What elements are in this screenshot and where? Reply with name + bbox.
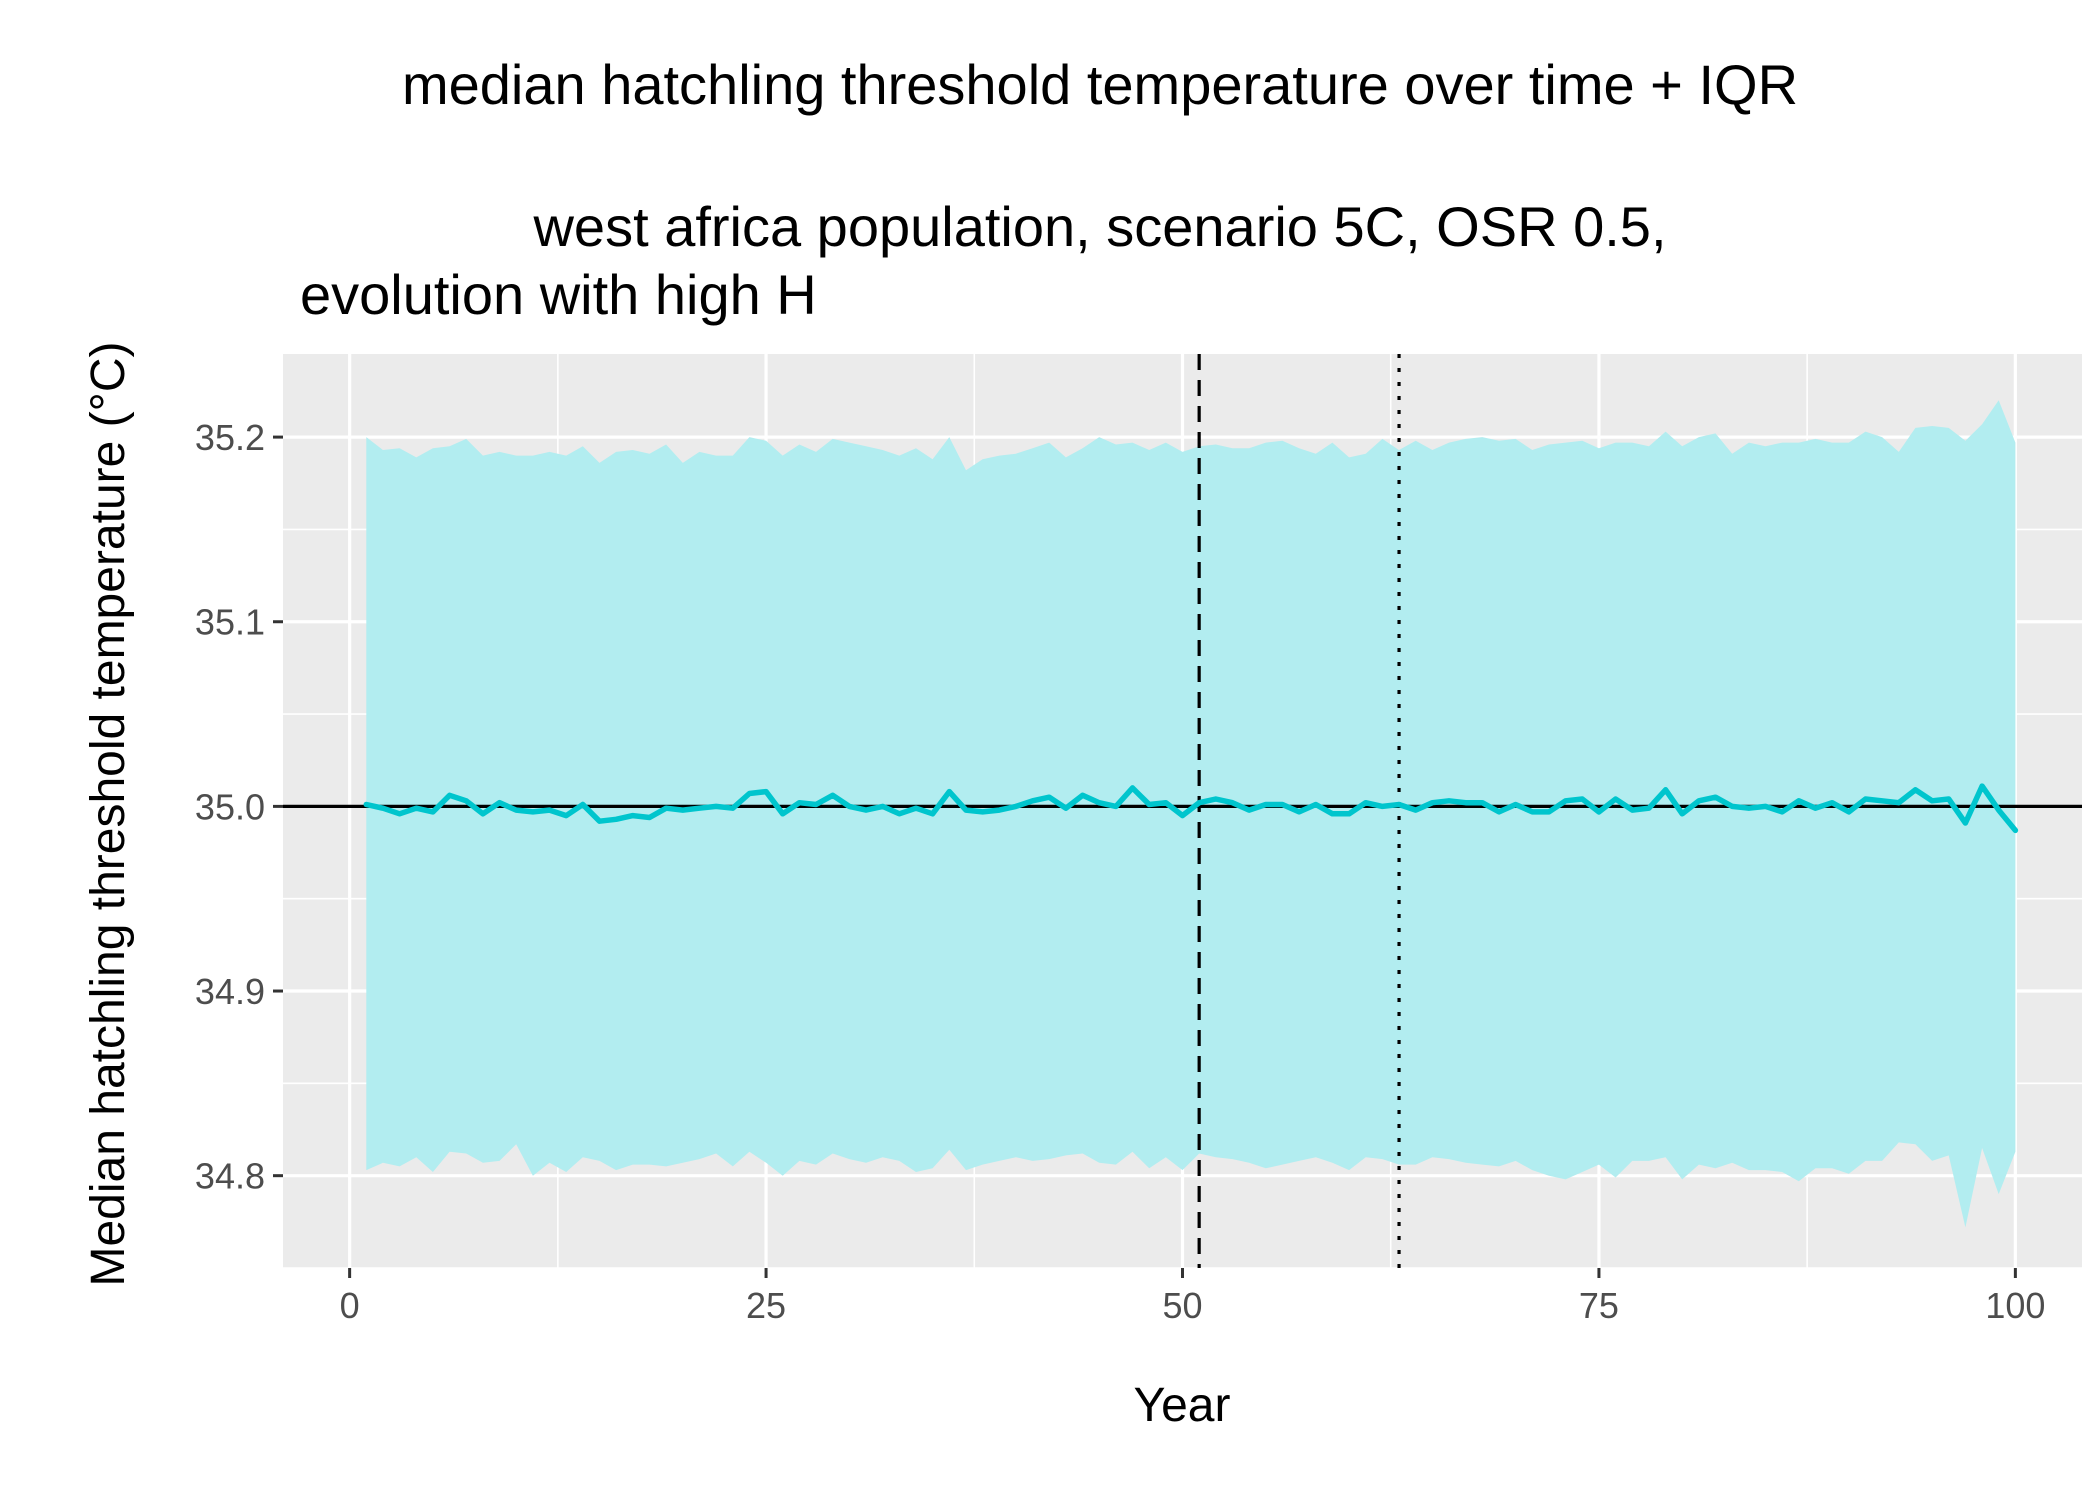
x-tick-label: 100 — [1985, 1285, 2045, 1326]
axis-tick-layer: 0 25 50 75 100 34.8 34.9 35.0 35.1 35.2 — [195, 417, 2045, 1326]
median-line — [363, 783, 2019, 834]
x-tick-label: 0 — [340, 1285, 360, 1326]
y-tick-label: 35.0 — [195, 786, 265, 827]
x-tick-label: 75 — [1579, 1285, 1619, 1326]
iqr-ribbon — [366, 400, 2016, 1228]
chart-title: median hatchling threshold temperature o… — [402, 53, 1798, 116]
median-line-layer — [363, 783, 2019, 834]
chart-subtitle-line-1: west africa population, scenario 5C, OSR… — [532, 195, 1666, 258]
y-tick-label: 35.2 — [195, 417, 265, 458]
x-tick-label: 50 — [1162, 1285, 1202, 1326]
iqr-ribbon-layer — [366, 400, 2016, 1228]
y-tick-label: 35.1 — [195, 602, 265, 643]
y-tick-label: 34.9 — [195, 971, 265, 1012]
x-tick-label: 25 — [746, 1285, 786, 1326]
chart-subtitle-line-2: evolution with high H — [300, 263, 817, 326]
y-axis-label: Median hatchling threshold temperature (… — [82, 342, 135, 1287]
x-axis-label: Year — [1134, 1379, 1231, 1432]
y-tick-label: 34.8 — [195, 1156, 265, 1197]
